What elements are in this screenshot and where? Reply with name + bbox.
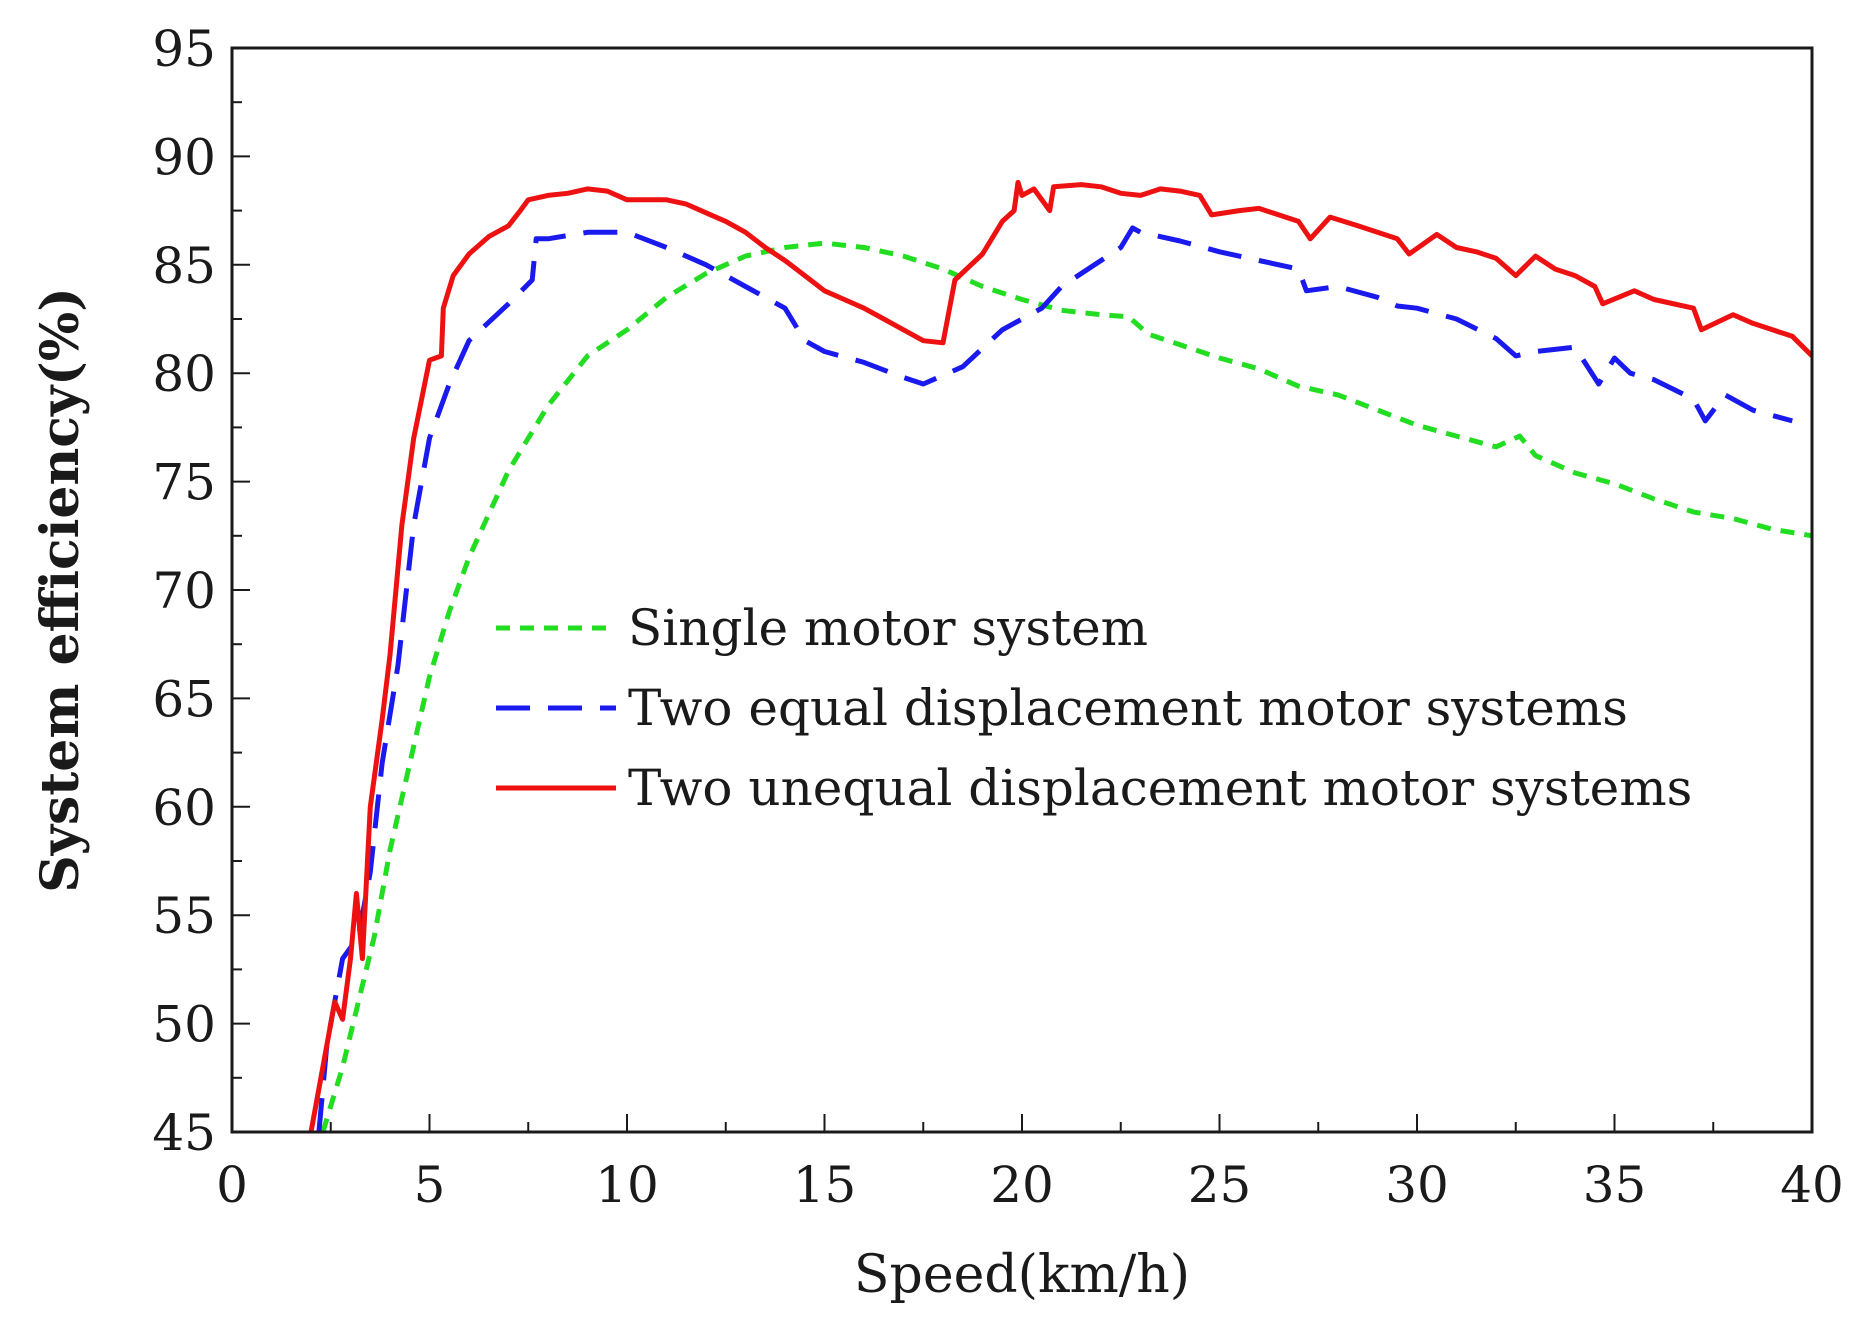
y-tick-label: 45 [152,1104,216,1162]
x-tick-label: 40 [1780,1156,1844,1214]
y-tick-label: 75 [152,454,216,512]
y-tick-label: 50 [152,996,216,1054]
legend-label-1: Single motor system [628,599,1148,657]
y-tick-label: 85 [152,237,216,295]
y-tick-label: 55 [152,887,216,945]
x-tick-label: 35 [1583,1156,1647,1214]
x-tick-label: 20 [990,1156,1054,1214]
plot-area-frame [230,46,1814,1134]
x-tick-label: 10 [595,1156,659,1214]
x-tick-label: 15 [793,1156,857,1214]
y-tick-label: 60 [152,779,216,837]
legend-label-2: Two equal displacement motor systems [628,679,1628,737]
legend: Single motor system Two equal displacemen… [496,599,1692,817]
y-tick-label: 90 [152,128,216,186]
y-axis-title: System efficiency(%) [30,287,91,893]
y-axis-ticks: 45 50 55 60 65 70 75 80 85 90 95 [152,20,250,1162]
y-tick-label: 65 [152,670,216,728]
x-tick-label: 25 [1188,1156,1252,1214]
x-tick-label: 0 [216,1156,248,1214]
y-tick-label: 80 [152,345,216,403]
series-line-3 [308,179,1814,1133]
y-tick-label: 95 [152,20,216,78]
series-layer [308,179,1814,1133]
x-axis-title: Speed(km/h) [854,1245,1190,1305]
series-line-1 [320,240,1813,1133]
x-tick-label: 30 [1385,1156,1449,1214]
legend-label-3: Two unequal displacement motor systems [628,759,1692,817]
y-tick-label: 70 [152,562,216,620]
series-line-2 [316,225,1793,1133]
x-tick-label: 5 [414,1156,446,1214]
x-axis-ticks: 0 5 10 15 20 25 30 35 40 [216,1114,1844,1214]
